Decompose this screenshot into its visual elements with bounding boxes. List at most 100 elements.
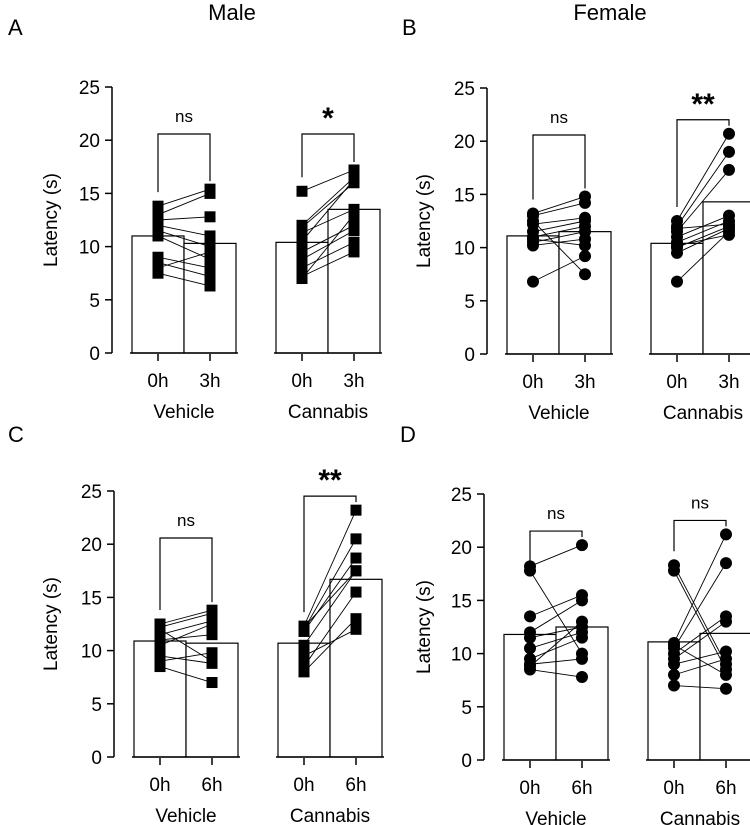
data-point <box>668 679 680 692</box>
data-point <box>350 586 362 598</box>
pair-line <box>157 235 211 260</box>
y-tick-label: 5 <box>89 291 100 312</box>
data-point <box>204 262 216 274</box>
pair-line <box>301 208 355 234</box>
pair-line <box>303 570 357 628</box>
data-point <box>204 270 216 282</box>
pair-line <box>532 217 586 225</box>
group-label: Cannabis <box>660 809 740 825</box>
panel-label: D <box>400 422 416 447</box>
data-point <box>298 639 310 651</box>
pair-line <box>301 182 355 228</box>
group-label: Vehicle <box>153 402 214 423</box>
pair-line <box>157 251 211 269</box>
data-point <box>524 660 536 673</box>
pair-line <box>303 591 357 667</box>
pair-line <box>532 225 586 238</box>
pair-line <box>157 188 211 207</box>
pair-line <box>159 620 213 636</box>
pair-line <box>159 628 213 662</box>
data-point <box>723 228 735 241</box>
data-point <box>576 652 588 665</box>
column-title-male: Male <box>208 0 256 25</box>
pair-line <box>159 634 213 641</box>
panel-B: B Latency (s) 0 5 10 15 20 25 0h 3h Vehicle ns 0h 3h C… <box>402 15 750 424</box>
y-tick-label: 10 <box>454 239 475 260</box>
data-point <box>296 235 308 247</box>
data-point <box>723 145 735 158</box>
x-tick-label: 6h <box>571 778 592 799</box>
data-point <box>206 629 218 641</box>
y-tick-label: 5 <box>91 695 102 716</box>
data-point <box>296 253 308 265</box>
pair-line <box>529 544 583 567</box>
pair-line <box>303 557 357 632</box>
panel-label: A <box>8 15 23 40</box>
data-point <box>298 621 310 633</box>
pair-line <box>532 255 586 283</box>
data-point <box>206 647 218 659</box>
data-point <box>348 236 360 248</box>
pair-line <box>676 231 730 282</box>
x-tick-label: 6h <box>201 775 222 796</box>
data-point <box>296 185 308 197</box>
pair-line <box>673 615 727 654</box>
y-tick-label: 5 <box>461 698 472 719</box>
pair-line <box>529 570 583 654</box>
y-tick-label: 15 <box>79 184 100 205</box>
y-tick-label: 25 <box>454 79 475 100</box>
pair-line <box>159 652 213 662</box>
panel-A: A Latency (s) 0 5 10 15 20 25 0h 3h Vehicle ns 0h 3h C… <box>8 15 382 423</box>
data-point <box>723 163 735 176</box>
data-point <box>204 230 216 242</box>
significance-label: ns <box>547 504 565 523</box>
pair-line <box>532 220 586 233</box>
pair-line <box>159 655 213 664</box>
significance-bracket <box>673 519 727 552</box>
bar <box>650 242 704 355</box>
x-tick-label: 3h <box>574 372 595 393</box>
data-point <box>206 607 218 619</box>
data-point <box>296 246 308 258</box>
data-point <box>204 211 216 223</box>
pair-line <box>673 534 727 644</box>
bar <box>503 633 557 761</box>
group-label: Vehicle <box>525 809 586 825</box>
data-point <box>350 613 362 625</box>
pair-line <box>673 565 727 665</box>
pair-line <box>303 618 357 673</box>
significance-label: ns <box>550 108 568 127</box>
pair-line <box>301 214 355 279</box>
data-point <box>723 218 735 231</box>
data-point <box>579 239 591 252</box>
panel-D: D Latency (s) 0 5 10 15 20 25 0h 6h Vehicle ns 0h 6h C… <box>400 422 750 825</box>
y-tick-label: 25 <box>79 78 100 99</box>
pair-line <box>532 196 586 214</box>
pair-line <box>303 538 357 630</box>
data-point <box>154 639 166 651</box>
data-point <box>524 631 536 644</box>
data-point <box>298 650 310 662</box>
data-point <box>579 215 591 227</box>
data-point <box>576 615 588 628</box>
pair-line <box>157 216 211 221</box>
y-axis-label: Latency (s) <box>414 580 435 674</box>
pair-line <box>157 192 211 216</box>
y-tick-label: 25 <box>451 485 472 506</box>
x-tick-label: 0h <box>663 778 684 799</box>
y-tick-label: 20 <box>79 131 100 152</box>
data-point <box>579 250 591 263</box>
y-tick-label: 5 <box>464 292 475 313</box>
significance-label: ns <box>175 107 193 126</box>
pair-line <box>676 169 730 232</box>
y-tick-label: 20 <box>451 538 472 559</box>
pair-line <box>673 651 727 665</box>
pair-line <box>301 177 355 226</box>
significance-label: ** <box>318 464 342 497</box>
y-tick-label: 15 <box>81 588 102 609</box>
x-tick-label: 0h <box>519 778 540 799</box>
pair-line <box>301 251 355 277</box>
data-point <box>204 246 216 258</box>
data-point <box>668 564 680 577</box>
